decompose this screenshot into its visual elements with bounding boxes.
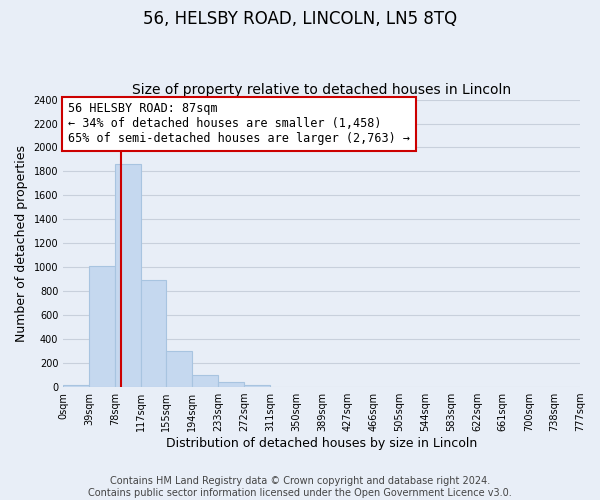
Bar bbox=[192, 375, 218, 387]
Bar bbox=[63, 384, 89, 387]
Text: 56, HELSBY ROAD, LINCOLN, LN5 8TQ: 56, HELSBY ROAD, LINCOLN, LN5 8TQ bbox=[143, 10, 457, 28]
Bar bbox=[89, 266, 115, 387]
Bar bbox=[218, 382, 244, 387]
Title: Size of property relative to detached houses in Lincoln: Size of property relative to detached ho… bbox=[132, 83, 511, 97]
Text: 56 HELSBY ROAD: 87sqm
← 34% of detached houses are smaller (1,458)
65% of semi-d: 56 HELSBY ROAD: 87sqm ← 34% of detached … bbox=[68, 102, 410, 146]
Bar bbox=[244, 384, 270, 387]
X-axis label: Distribution of detached houses by size in Lincoln: Distribution of detached houses by size … bbox=[166, 437, 477, 450]
Bar bbox=[115, 164, 141, 387]
Bar bbox=[141, 280, 166, 387]
Bar bbox=[166, 351, 192, 387]
Text: Contains HM Land Registry data © Crown copyright and database right 2024.
Contai: Contains HM Land Registry data © Crown c… bbox=[88, 476, 512, 498]
Y-axis label: Number of detached properties: Number of detached properties bbox=[15, 145, 28, 342]
